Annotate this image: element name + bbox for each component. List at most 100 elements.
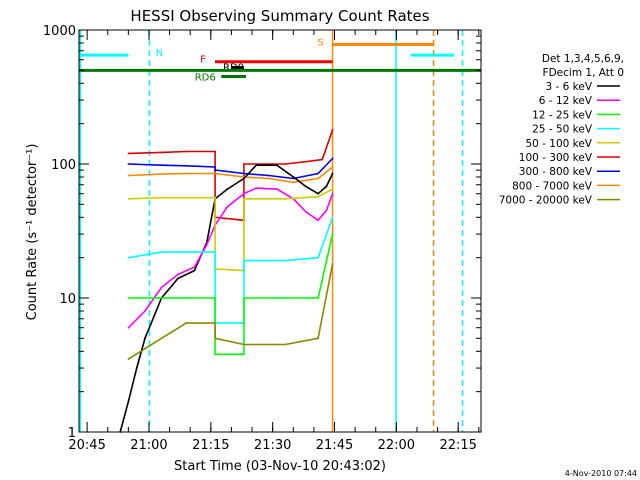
y-axis-label: Count Rate (s⁻¹ detector⁻¹) <box>25 144 40 321</box>
series-line-5 <box>128 188 333 272</box>
data-point-8-7 <box>284 343 287 346</box>
data-point-0-2 <box>185 150 188 153</box>
footer-timestamp: 4-Nov-2010 07:44 <box>565 469 637 478</box>
legend-header-1: FDecim 1, Att 0 <box>543 67 624 79</box>
legend-label-0: 3 - 6 keV <box>545 81 592 93</box>
x-tick-label-6: 22:15 <box>439 438 476 453</box>
data-point-3-16 <box>325 185 328 188</box>
data-point-4-5 <box>205 243 208 246</box>
data-point-2-2 <box>185 172 188 175</box>
y-tick-label-1: 10 <box>59 292 76 307</box>
data-point-2-3 <box>214 172 216 175</box>
data-point-2-5 <box>267 177 270 180</box>
data-point-4-4 <box>193 266 196 269</box>
data-point-6-6 <box>243 259 245 262</box>
data-point-3-17 <box>331 172 334 175</box>
data-point-8-4 <box>214 337 216 340</box>
data-point-7-8 <box>317 297 320 299</box>
legend-label-1: 6 - 12 keV <box>539 95 593 107</box>
data-point-8-0 <box>127 358 130 360</box>
series-line-6 <box>128 217 334 324</box>
legend-label-3: 25 - 50 keV <box>532 124 593 136</box>
data-point-1-6 <box>267 174 270 177</box>
data-point-6-8 <box>317 256 320 259</box>
data-point-3-15 <box>317 192 320 195</box>
chart-title: HESSI Observing Summary Count Rates <box>130 7 429 25</box>
data-point-3-13 <box>292 176 295 178</box>
data-point-6-7 <box>284 259 287 262</box>
data-point-6-2 <box>185 251 188 254</box>
data-point-1-3 <box>214 166 216 168</box>
data-point-5-8 <box>317 195 320 198</box>
data-point-0-8 <box>304 160 307 163</box>
data-point-3-9 <box>226 188 229 190</box>
data-point-8-2 <box>185 322 188 324</box>
series-line-4 <box>127 187 334 329</box>
axes: 1 10 100 1000 20:45 21:00 21:15 21:30 21:45 22:00… <box>43 24 481 453</box>
data-point-1-0 <box>127 163 130 165</box>
x-axis-label: Start Time (03-Nov-10 20:43:02) <box>174 459 386 474</box>
legend-label-7: 800 - 7000 keV <box>512 180 593 192</box>
data-point-2-1 <box>160 173 163 176</box>
data-point-3-1 <box>127 400 130 403</box>
series-line-3 <box>119 164 334 433</box>
data-point-4-2 <box>160 286 163 289</box>
data-point-3-10 <box>243 177 245 180</box>
data-point-8-6 <box>243 343 245 346</box>
data-point-1-1 <box>160 164 163 167</box>
series-line-7 <box>128 233 334 356</box>
data-point-3-5 <box>177 277 179 280</box>
x-tick-label-0: 20:45 <box>68 438 105 453</box>
data-point-3-11 <box>255 164 258 167</box>
y-tick-label-2: 100 <box>51 158 76 173</box>
data-point-3-2 <box>135 367 138 369</box>
data-point-2-6 <box>292 181 295 184</box>
data-point-7-9 <box>331 233 334 235</box>
x-tick-label-5: 22:00 <box>378 438 415 453</box>
data-point-8-3 <box>214 322 216 324</box>
data-point-4-1 <box>144 310 146 312</box>
data-point-6-0 <box>127 256 130 259</box>
data-point-5-3 <box>214 196 216 199</box>
data-point-4-13 <box>317 219 320 222</box>
data-point-5-1 <box>160 196 163 199</box>
flag-label-RD6: RD6 <box>195 72 216 83</box>
legend-label-2: 12 - 25 keV <box>532 109 593 121</box>
data-point-4-12 <box>304 210 307 213</box>
legend-label-5: 100 - 300 keV <box>519 152 593 164</box>
data-point-6-1 <box>160 251 163 254</box>
data-point-7-4 <box>214 353 216 356</box>
data-point-4-7 <box>226 205 229 208</box>
data-point-6-9 <box>331 216 334 219</box>
data-point-4-14 <box>325 209 328 212</box>
data-point-7-5 <box>243 353 245 356</box>
data-point-0-10 <box>331 128 334 131</box>
data-point-0-9 <box>321 158 324 161</box>
data-point-0-7 <box>284 163 287 165</box>
flag-label-S: S <box>317 37 323 48</box>
data-point-0-3 <box>214 150 216 153</box>
data-point-2-7 <box>317 177 320 180</box>
data-point-3-3 <box>144 337 146 340</box>
y-tick-label-3: 1000 <box>43 24 76 39</box>
series-line-1 <box>128 157 334 180</box>
legend-label-6: 300 - 800 keV <box>519 166 593 178</box>
data-point-1-8 <box>317 172 320 175</box>
data-point-7-0 <box>127 297 130 299</box>
data-point-7-1 <box>160 297 163 299</box>
data-point-4-0 <box>127 326 130 329</box>
data-point-4-8 <box>243 192 245 195</box>
data-point-0-6 <box>243 163 245 165</box>
data-point-3-12 <box>276 164 278 167</box>
flag-label-N: N <box>156 48 163 59</box>
data-point-8-1 <box>160 337 163 340</box>
data-point-7-7 <box>284 297 287 299</box>
data-point-7-3 <box>214 297 216 299</box>
data-point-5-6 <box>243 197 245 200</box>
legend-label-4: 50 - 100 keV <box>525 138 592 150</box>
data-point-5-9 <box>331 188 334 190</box>
x-tick-label-4: 21:45 <box>316 438 353 453</box>
data-point-1-2 <box>185 164 188 167</box>
data-point-8-9 <box>331 262 334 265</box>
